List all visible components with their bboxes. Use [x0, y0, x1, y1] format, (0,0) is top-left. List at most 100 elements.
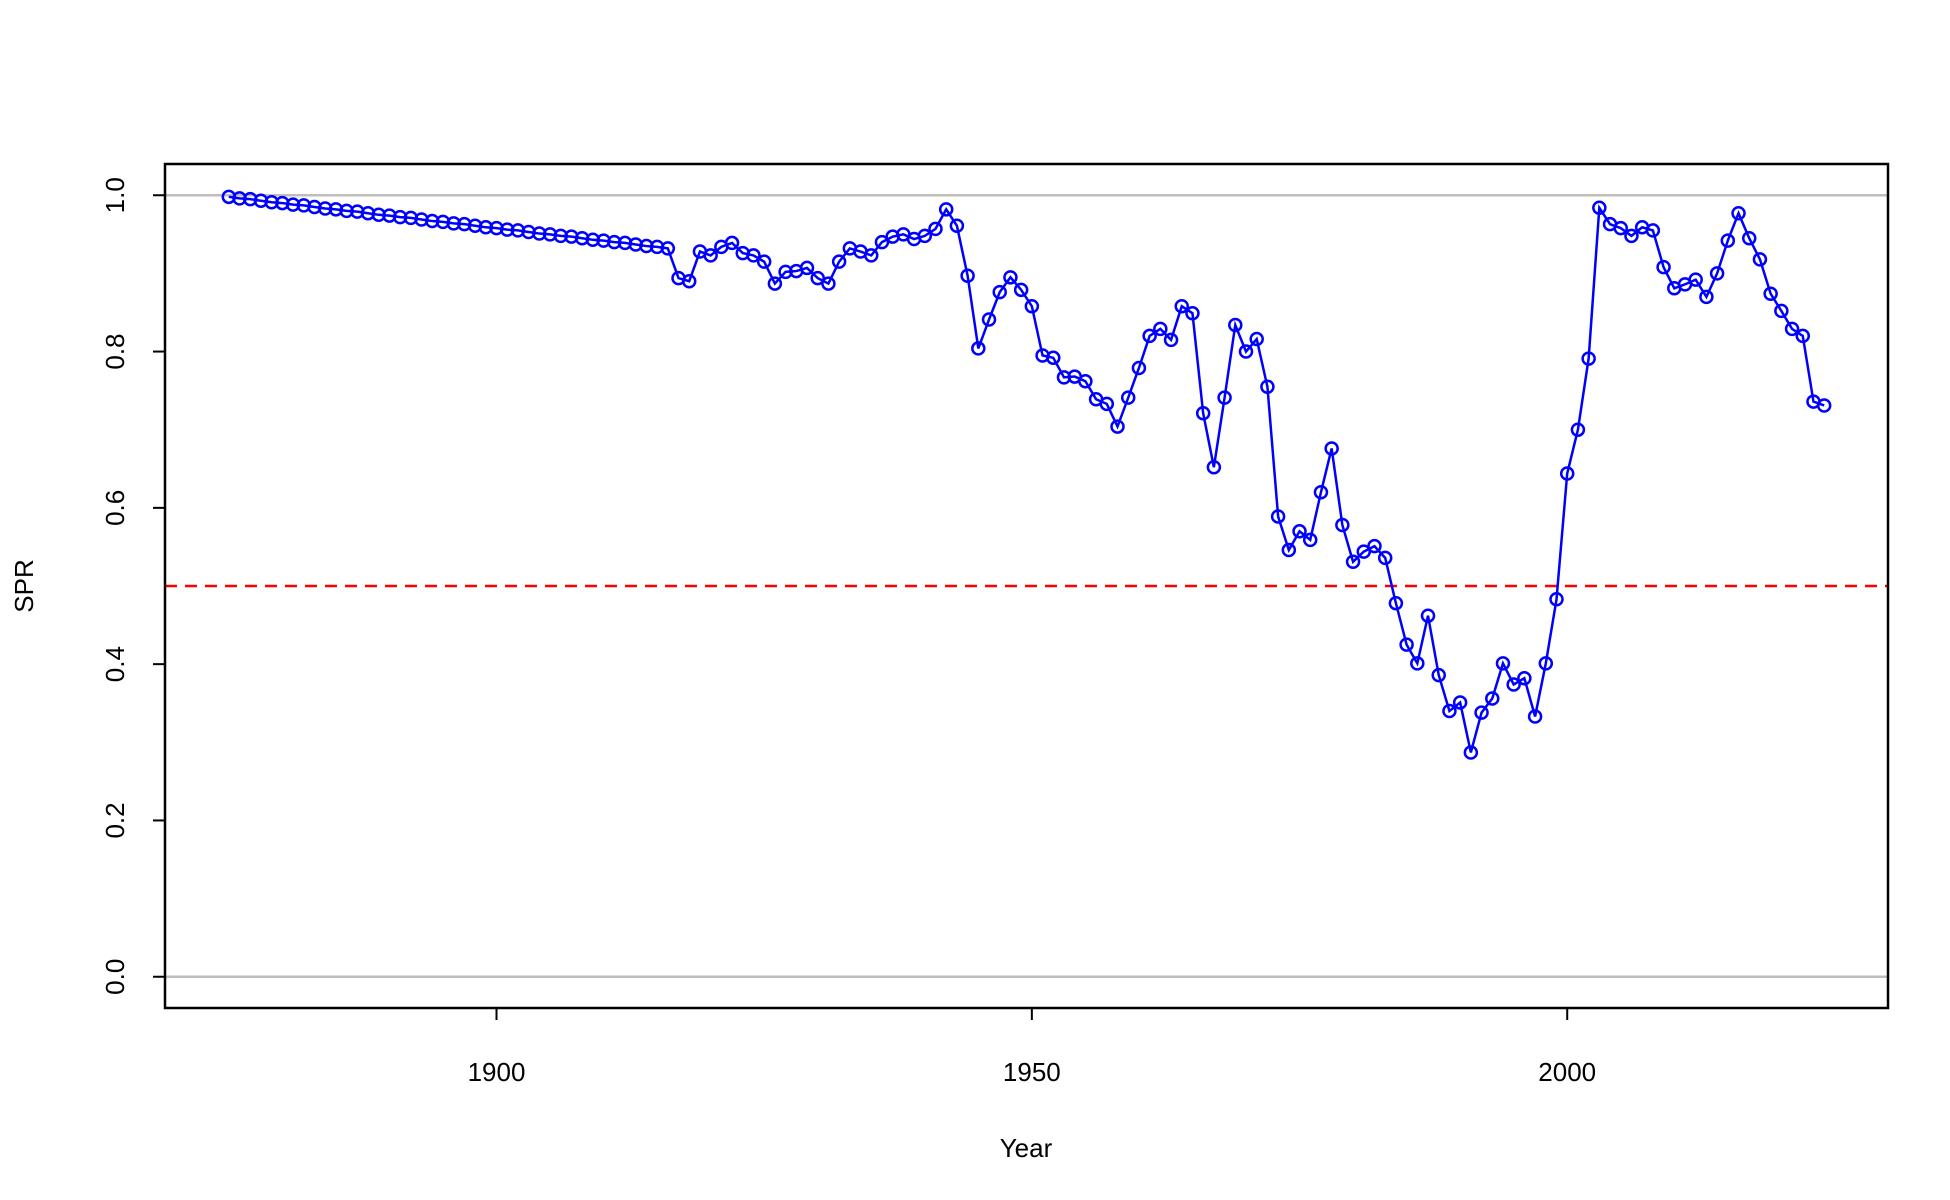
data-point	[1185, 306, 1200, 321]
data-point	[767, 276, 783, 291]
data-point	[1388, 595, 1404, 611]
data-point	[1795, 328, 1811, 344]
data-point	[1292, 524, 1307, 539]
data-point	[1120, 390, 1136, 405]
data-point	[917, 228, 933, 244]
data-point	[1763, 286, 1778, 301]
data-point	[1495, 656, 1511, 671]
data-point	[1420, 608, 1436, 623]
data-point	[1442, 703, 1457, 719]
data-point	[1195, 406, 1211, 421]
data-point	[1377, 550, 1393, 566]
data-point	[1549, 592, 1564, 607]
data-point	[1335, 517, 1350, 533]
data-point	[1345, 554, 1361, 570]
data-point	[1302, 532, 1318, 548]
data-point	[992, 284, 1007, 300]
data-point	[1249, 331, 1264, 347]
data-point	[1099, 396, 1115, 412]
data-point	[1752, 252, 1768, 267]
data-point	[703, 248, 718, 263]
data-point	[1078, 374, 1093, 389]
data-point	[831, 254, 847, 269]
data-point	[1228, 317, 1243, 333]
data-point	[660, 241, 676, 256]
data-point	[1313, 484, 1329, 500]
data-point	[1217, 390, 1232, 405]
y-axis-label: SPR	[9, 559, 39, 612]
data-point	[1046, 350, 1061, 366]
data-point	[821, 276, 836, 291]
data-point	[1260, 379, 1275, 394]
data-point	[1485, 691, 1500, 706]
data-point	[746, 248, 761, 263]
data-point	[1367, 538, 1382, 554]
y-tick-label: 1.0	[100, 177, 130, 213]
series-line	[228, 195, 1825, 753]
data-point	[1206, 459, 1222, 475]
data-point	[1592, 200, 1607, 216]
data-point	[1645, 223, 1661, 238]
data-point	[1656, 259, 1671, 275]
data-point	[1699, 289, 1714, 305]
data-point	[1474, 705, 1489, 720]
data-point	[681, 273, 697, 289]
data-point	[938, 202, 954, 217]
data-point	[1270, 509, 1286, 524]
data-point	[1013, 282, 1029, 298]
data-point	[1559, 466, 1575, 481]
x-axis-label: Year	[1000, 1133, 1053, 1163]
data-point	[1731, 205, 1746, 221]
data-point	[1613, 220, 1628, 236]
x-tick-label: 1950	[1003, 1057, 1061, 1087]
data-point	[1324, 441, 1339, 456]
data-point	[1688, 272, 1703, 287]
data-point	[863, 248, 879, 263]
x-tick-label: 2000	[1538, 1057, 1596, 1087]
data-point	[1538, 656, 1554, 671]
data-point	[1774, 303, 1789, 319]
x-tick-label: 1900	[468, 1057, 526, 1087]
data-point	[1024, 298, 1040, 314]
y-tick-label: 0.6	[100, 490, 130, 526]
data-point	[1741, 230, 1757, 246]
data-point	[928, 221, 943, 237]
data-point	[1410, 656, 1425, 671]
data-point	[1238, 344, 1254, 359]
data-point	[1281, 542, 1297, 558]
data-point	[1142, 328, 1157, 344]
data-point	[1463, 745, 1479, 760]
y-tick-label: 0.4	[100, 646, 130, 682]
data-point	[1452, 695, 1468, 710]
y-tick-label: 0.8	[100, 333, 130, 369]
data-point	[1110, 419, 1125, 434]
data-point	[1003, 270, 1018, 285]
data-point	[1431, 667, 1446, 683]
data-point	[949, 218, 965, 233]
data-point	[960, 268, 975, 284]
data-point	[1816, 398, 1832, 413]
data-point	[1153, 321, 1168, 337]
data-point	[724, 235, 740, 251]
data-point	[981, 312, 997, 327]
data-point	[1131, 360, 1147, 376]
data-point	[1517, 670, 1532, 686]
data-point	[1570, 422, 1586, 437]
y-tick-label: 0.0	[100, 959, 130, 995]
plot-frame	[163, 162, 1890, 1010]
data-point	[1163, 332, 1179, 348]
data-point	[1624, 228, 1639, 244]
data-point	[1174, 298, 1190, 314]
data-point	[971, 341, 986, 356]
data-point	[1784, 321, 1800, 337]
data-point	[1527, 709, 1543, 724]
data-point	[1399, 637, 1414, 652]
data-point	[1506, 677, 1521, 692]
data-point	[1709, 266, 1725, 281]
data-point	[1720, 233, 1736, 248]
data-point	[1581, 351, 1596, 366]
data-point	[799, 260, 815, 276]
y-tick-label: 0.2	[100, 802, 130, 838]
data-point	[756, 254, 772, 269]
